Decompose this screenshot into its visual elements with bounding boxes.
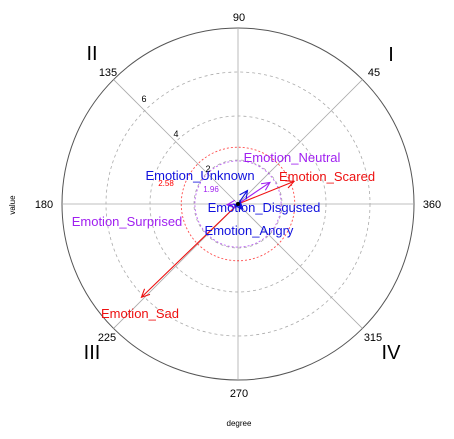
vector-label: Emotion_Unknown: [145, 168, 254, 183]
vector-label: Emotion_Scared: [279, 169, 375, 184]
angle-tick-label: 225: [98, 332, 116, 344]
angle-tick-label: 360: [423, 199, 441, 211]
reference-circle-label: 1.96: [203, 185, 219, 194]
quadrant-label: I: [388, 44, 394, 66]
spoke-line: [237, 203, 363, 329]
vector-arrowhead: [285, 180, 296, 189]
quadrant-label: II: [86, 43, 97, 65]
vector-arrowhead: [225, 199, 236, 209]
vector-arrow: [237, 180, 295, 205]
x-axis-label: degree: [227, 419, 252, 428]
vector-arrow: [237, 182, 271, 205]
reference-circle: [180, 146, 296, 262]
vector-label: Emotion_Sad: [101, 306, 179, 321]
quadrant-label: IV: [382, 342, 402, 364]
reference-circle: [194, 160, 282, 248]
reference-circle-label: 2.58: [158, 179, 174, 188]
vector-arrow: [141, 203, 239, 298]
angle-tick-label: 90: [233, 12, 245, 24]
vector-label: Emotion_Disgusted: [208, 200, 321, 215]
radial-tick-label: 2: [205, 164, 210, 174]
vector-arrowhead: [260, 181, 271, 191]
y-axis-label: value: [8, 195, 17, 215]
spoke-line: [113, 79, 239, 205]
vector-arrowhead: [232, 199, 242, 210]
radial-tick-label: 4: [173, 129, 178, 139]
vector-arrowhead: [140, 288, 151, 299]
quadrant-label: III: [84, 342, 101, 364]
vector-arrow: [237, 190, 248, 205]
vector-label: Emotion_Neutral: [244, 150, 341, 165]
vector-label: Emotion_Angry: [205, 223, 294, 238]
vector-label: Emotion_Surprised: [72, 214, 183, 229]
angle-tick-label: 315: [364, 332, 382, 344]
angle-tick-label: 270: [230, 388, 248, 400]
vector-arrowhead: [239, 189, 249, 200]
spoke-line: [237, 79, 363, 205]
origin-point: [236, 202, 240, 206]
angle-tick-label: 180: [35, 199, 53, 211]
angle-tick-label: 45: [368, 67, 380, 79]
radial-tick-label: 6: [141, 94, 146, 104]
angle-tick-label: 135: [99, 67, 117, 79]
